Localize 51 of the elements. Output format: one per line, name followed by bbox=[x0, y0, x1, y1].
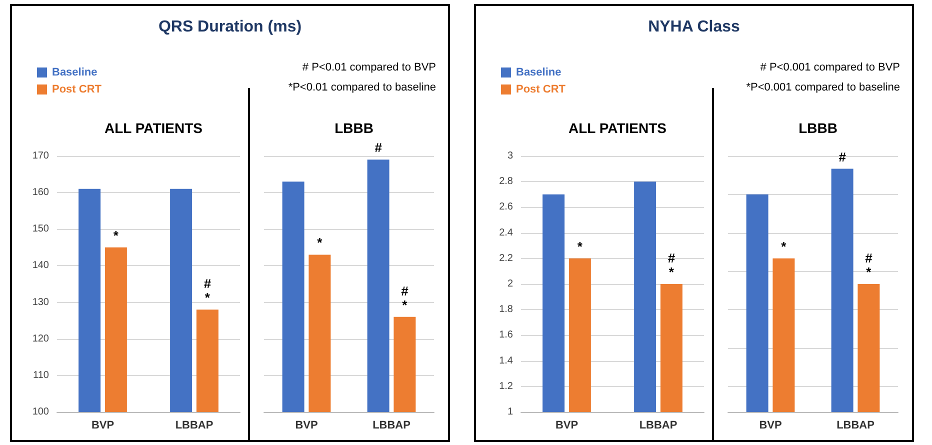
y-tick-label: 1 bbox=[507, 406, 514, 418]
data-label: * bbox=[577, 238, 584, 254]
y-tick-label: 2.2 bbox=[499, 252, 514, 264]
text: *P<0.001 compared to baseline bbox=[746, 82, 900, 94]
y-tick-label: 3 bbox=[507, 150, 514, 162]
chart-title: QRS Duration (ms) bbox=[158, 18, 302, 36]
data-label: # * bbox=[865, 250, 874, 280]
x-tick-label: BVP bbox=[91, 420, 114, 432]
x-tick-label: BVP bbox=[295, 420, 318, 432]
y-tick-label: 110 bbox=[33, 370, 50, 381]
x-tick-label: LBBAP bbox=[639, 420, 678, 432]
text: *P<0.01 compared to baseline bbox=[288, 82, 436, 94]
data-label: * bbox=[781, 238, 788, 254]
y-tick-label: 1.8 bbox=[499, 304, 514, 316]
text: # P<0.001 compared to BVP bbox=[760, 62, 900, 74]
chart-subtitle: LBBB bbox=[798, 120, 838, 136]
y-tick-label: 1.2 bbox=[499, 380, 514, 392]
y-tick-label: 2.4 bbox=[499, 227, 514, 238]
data-label: # * bbox=[204, 276, 212, 306]
legend-label: Baseline bbox=[516, 66, 562, 78]
y-tick-label: 2.6 bbox=[499, 202, 514, 213]
legend-label: Post CRT bbox=[52, 84, 102, 96]
y-tick-label: 1.4 bbox=[499, 355, 514, 366]
y-tick-label: 160 bbox=[32, 187, 50, 198]
data-label: # bbox=[374, 140, 383, 156]
x-tick-label: BVP bbox=[555, 420, 578, 432]
chart-subtitle: LBBB bbox=[334, 120, 374, 136]
y-tick-label: 150 bbox=[32, 224, 50, 235]
x-tick-label: BVP bbox=[759, 420, 782, 432]
x-tick-label: LBBAP bbox=[836, 420, 874, 432]
chart-subtitle: ALL PATIENTS bbox=[568, 120, 666, 136]
x-tick-label: LBBAP bbox=[372, 420, 410, 432]
data-label: * bbox=[317, 235, 324, 250]
data-label: * bbox=[113, 228, 120, 243]
legend-label: Post CRT bbox=[516, 84, 566, 96]
x-tick-label: LBBAP bbox=[175, 420, 214, 432]
y-tick-label: 100 bbox=[32, 406, 50, 418]
y-tick-label: 130 bbox=[32, 296, 50, 308]
y-tick-label: 2.8 bbox=[499, 176, 514, 188]
y-tick-label: 120 bbox=[32, 333, 50, 344]
y-tick-label: 140 bbox=[32, 260, 50, 272]
chart-subtitle: ALL PATIENTS bbox=[104, 120, 202, 136]
data-label: # bbox=[838, 149, 847, 164]
data-label: # * bbox=[668, 250, 676, 280]
y-tick-label: 2 bbox=[507, 278, 514, 290]
y-tick-label: 170 bbox=[32, 150, 50, 162]
text: # P<0.01 compared to BVP bbox=[302, 62, 436, 74]
legend-label: Baseline bbox=[52, 66, 98, 78]
data-label: # * bbox=[401, 283, 410, 312]
chart-title: NYHA Class bbox=[648, 18, 740, 36]
y-tick-label: 1.6 bbox=[499, 330, 514, 341]
